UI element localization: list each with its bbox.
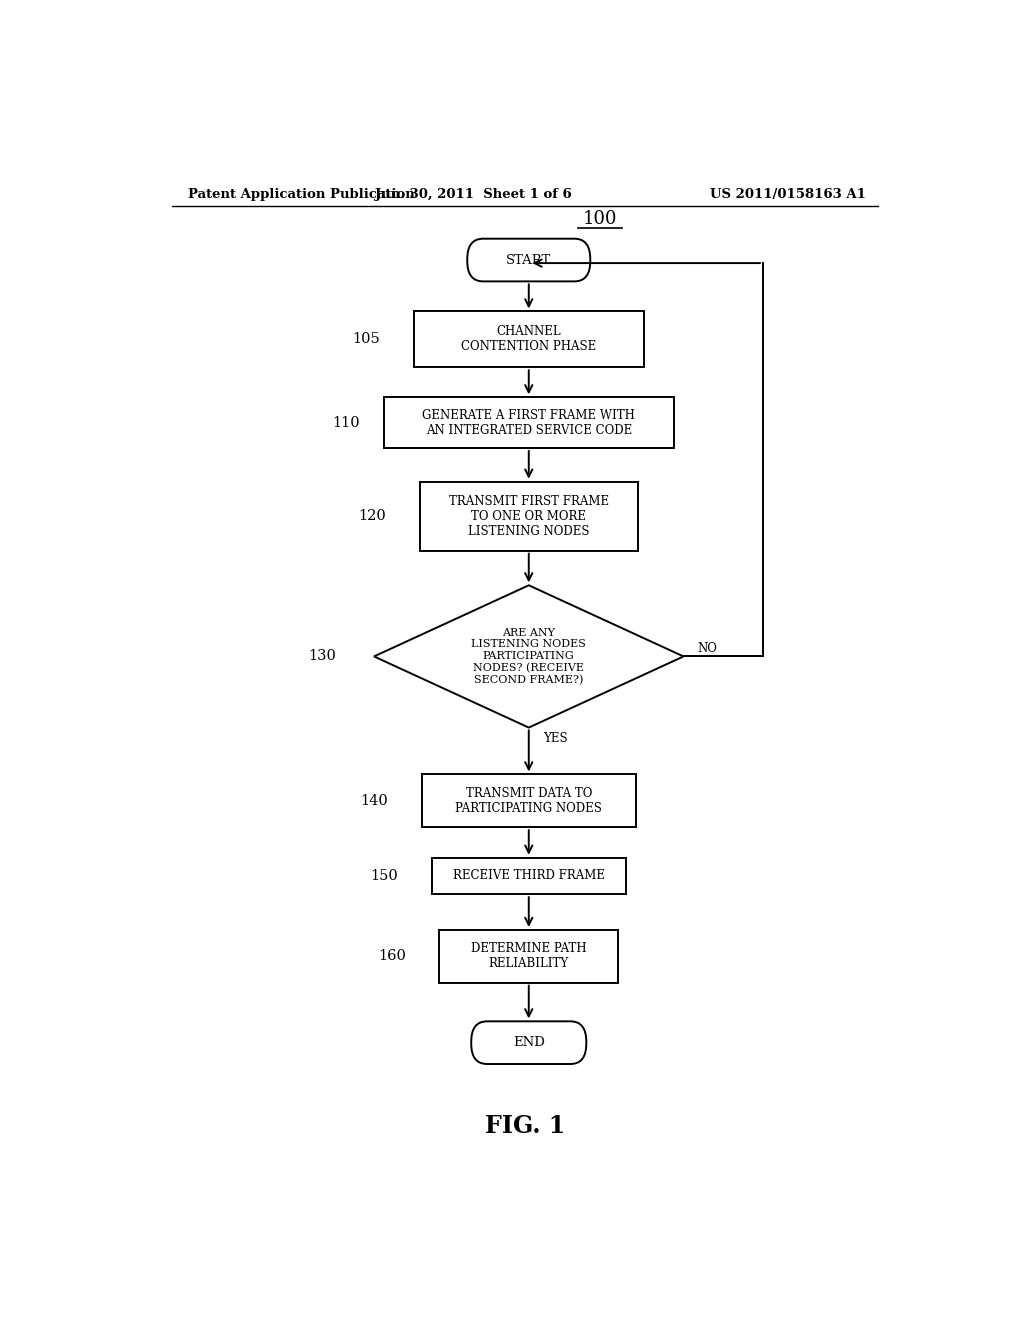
Text: 110: 110 (332, 416, 359, 430)
Text: 140: 140 (360, 793, 388, 808)
Text: ARE ANY
LISTENING NODES
PARTICIPATING
NODES? (RECEIVE
SECOND FRAME?): ARE ANY LISTENING NODES PARTICIPATING NO… (471, 628, 586, 685)
Bar (414, 312, 644, 367)
Text: GENERATE A FIRST FRAME WITH
AN INTEGRATED SERVICE CODE: GENERATE A FIRST FRAME WITH AN INTEGRATE… (422, 409, 635, 437)
Text: DETERMINE PATH
RELIABILITY: DETERMINE PATH RELIABILITY (471, 942, 587, 970)
FancyBboxPatch shape (471, 1022, 587, 1064)
Text: CHANNEL
CONTENTION PHASE: CHANNEL CONTENTION PHASE (461, 325, 596, 354)
Text: 160: 160 (378, 949, 406, 964)
Text: 100: 100 (583, 210, 617, 228)
Text: NO: NO (697, 642, 718, 655)
Bar (431, 858, 626, 894)
Text: TRANSMIT FIRST FRAME
TO ONE OR MORE
LISTENING NODES: TRANSMIT FIRST FRAME TO ONE OR MORE LIST… (449, 495, 609, 537)
Text: START: START (506, 253, 551, 267)
Text: YES: YES (543, 733, 567, 746)
Text: RECEIVE THIRD FRAME: RECEIVE THIRD FRAME (453, 870, 605, 883)
Text: END: END (513, 1036, 545, 1049)
Text: 130: 130 (308, 649, 336, 664)
Text: Patent Application Publication: Patent Application Publication (187, 189, 415, 202)
Text: FIG. 1: FIG. 1 (484, 1114, 565, 1138)
FancyBboxPatch shape (467, 239, 590, 281)
Text: Jun. 30, 2011  Sheet 1 of 6: Jun. 30, 2011 Sheet 1 of 6 (375, 189, 571, 202)
Bar (439, 929, 618, 982)
Text: TRANSMIT DATA TO
PARTICIPATING NODES: TRANSMIT DATA TO PARTICIPATING NODES (456, 787, 602, 814)
Text: 150: 150 (370, 869, 397, 883)
Bar (422, 775, 636, 828)
Bar (420, 482, 638, 550)
Text: 120: 120 (358, 510, 386, 523)
Bar (384, 397, 674, 447)
Polygon shape (374, 585, 684, 727)
Text: 105: 105 (352, 333, 380, 346)
Text: US 2011/0158163 A1: US 2011/0158163 A1 (711, 189, 866, 202)
